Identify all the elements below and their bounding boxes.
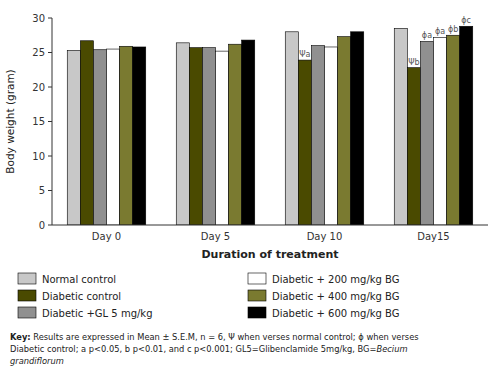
x-axis-label: Duration of treatment — [201, 248, 338, 261]
y-tick-label: 5 — [39, 185, 45, 196]
annotation: ϕb — [448, 25, 458, 34]
x-axis — [52, 225, 488, 226]
bar — [434, 37, 447, 225]
legend-label: Diabetic + 400 mg/kg BG — [272, 291, 400, 302]
y-tick-label: 10 — [32, 151, 45, 162]
x-tick-label: Day 5 — [201, 231, 230, 242]
x-tick-label: Day15 — [417, 231, 449, 242]
key-note: Key: Results are expressed in Mean ± S.E… — [10, 332, 419, 342]
legend-label: Diabetic + 200 mg/kg BG — [272, 274, 400, 285]
bar — [407, 68, 420, 225]
bar — [420, 41, 433, 225]
bar — [338, 37, 351, 225]
x-tick-label: Day 0 — [92, 231, 121, 242]
y-tick — [48, 190, 52, 191]
bars — [67, 26, 472, 225]
bar — [447, 35, 460, 225]
bar — [93, 50, 106, 225]
legend-label: Diabetic +GL 5 mg/kg — [42, 308, 153, 319]
y-tick-label: 25 — [32, 47, 45, 58]
y-tick — [48, 87, 52, 88]
chart: 0 5 10 15 20 25 30 Day 0 Day 5 Day 10 Day15 Duratio… — [0, 0, 500, 391]
annotation: ϕa — [422, 31, 432, 40]
bar — [216, 51, 229, 225]
bar — [351, 32, 364, 225]
y-tick — [48, 225, 52, 226]
y-tick — [48, 52, 52, 53]
key-note: grandiflorum — [10, 356, 64, 366]
bar — [285, 32, 298, 225]
bar — [120, 46, 133, 225]
bar — [202, 48, 215, 225]
key-label: Key: — [10, 332, 31, 342]
bar — [460, 26, 473, 225]
bar — [67, 50, 80, 225]
y-axis-label: Body weight (gram) — [4, 69, 16, 173]
y-axis — [52, 18, 53, 225]
annotation: ϕc — [461, 16, 471, 25]
y-tick — [48, 156, 52, 157]
bar — [80, 41, 93, 225]
legend-swatch — [248, 273, 266, 284]
key-text: Results are expressed in Mean ± S.E.M, n… — [31, 332, 419, 342]
x-tick-label: Day 10 — [307, 231, 343, 242]
y-tick-label: 15 — [32, 116, 45, 127]
bar — [298, 60, 311, 225]
y-tick — [48, 18, 52, 19]
key-italic: grandiflorum — [10, 356, 64, 366]
legend-swatch — [18, 290, 36, 301]
bar — [189, 48, 202, 225]
annotation: ϕa — [435, 27, 445, 36]
annotation: Ψa — [299, 50, 310, 59]
y-tick-label: 0 — [39, 220, 45, 231]
bar — [311, 46, 324, 225]
legend-swatch — [18, 273, 36, 284]
bar — [394, 28, 407, 225]
legend-label: Diabetic control — [42, 291, 121, 302]
legend-label: Diabetic + 600 mg/kg BG — [272, 308, 400, 319]
key-text: Diabetic control; a p<0.05, b p<0.01, an… — [10, 344, 377, 354]
y-tick-label: 20 — [32, 82, 45, 93]
annotation: Ψb — [408, 58, 419, 67]
key-italic: Becium — [377, 344, 408, 354]
legend-swatch — [18, 307, 36, 318]
legend-swatch — [248, 307, 266, 318]
bar — [325, 47, 338, 225]
key-note: Diabetic control; a p<0.05, b p<0.01, an… — [10, 344, 408, 354]
bar — [229, 44, 242, 225]
y-tick-label: 30 — [32, 13, 45, 24]
bar — [242, 40, 255, 225]
legend-label: Normal control — [42, 274, 116, 285]
bar — [133, 47, 146, 225]
y-tick — [48, 121, 52, 122]
bar — [107, 49, 120, 225]
legend-swatch — [248, 290, 266, 301]
bar — [176, 43, 189, 225]
